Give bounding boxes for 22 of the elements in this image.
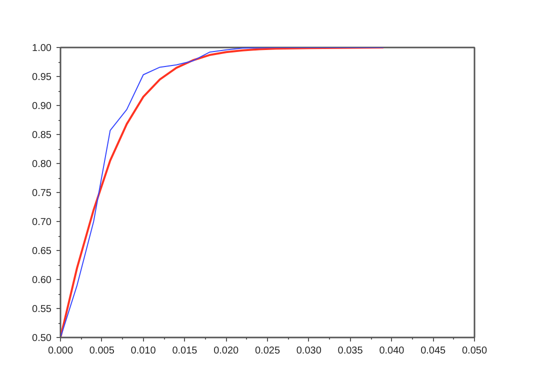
y-tick-label: 0.95 — [32, 72, 52, 83]
x-tick-label: 0.010 — [130, 346, 156, 356]
y-tick-label: 0.85 — [32, 130, 52, 141]
y-tick-label: 0.65 — [32, 246, 52, 257]
y-tick-label: 0.55 — [32, 304, 52, 315]
y-tick-label: 0.75 — [32, 188, 52, 199]
x-tick-label: 0.000 — [48, 346, 74, 356]
x-tick-label: 0.005 — [89, 346, 115, 356]
y-tick-label: 0.70 — [32, 217, 52, 228]
x-tick-label: 0.050 — [462, 346, 488, 356]
x-tick-label: 0.025 — [254, 346, 280, 356]
x-tick-label: 0.030 — [296, 346, 322, 356]
y-tick-label: 0.90 — [32, 101, 52, 112]
x-tick-label: 0.045 — [420, 346, 446, 356]
x-tick-label: 0.015 — [172, 346, 198, 356]
y-tick-label: 0.80 — [32, 159, 52, 170]
x-tick-label: 0.040 — [379, 346, 405, 356]
y-tick-label: 1.00 — [32, 43, 52, 54]
y-tick-label: 0.60 — [32, 275, 52, 286]
x-tick-label: 0.035 — [338, 346, 364, 356]
y-tick-label: 0.50 — [32, 333, 52, 344]
x-tick-label: 0.020 — [214, 346, 240, 356]
